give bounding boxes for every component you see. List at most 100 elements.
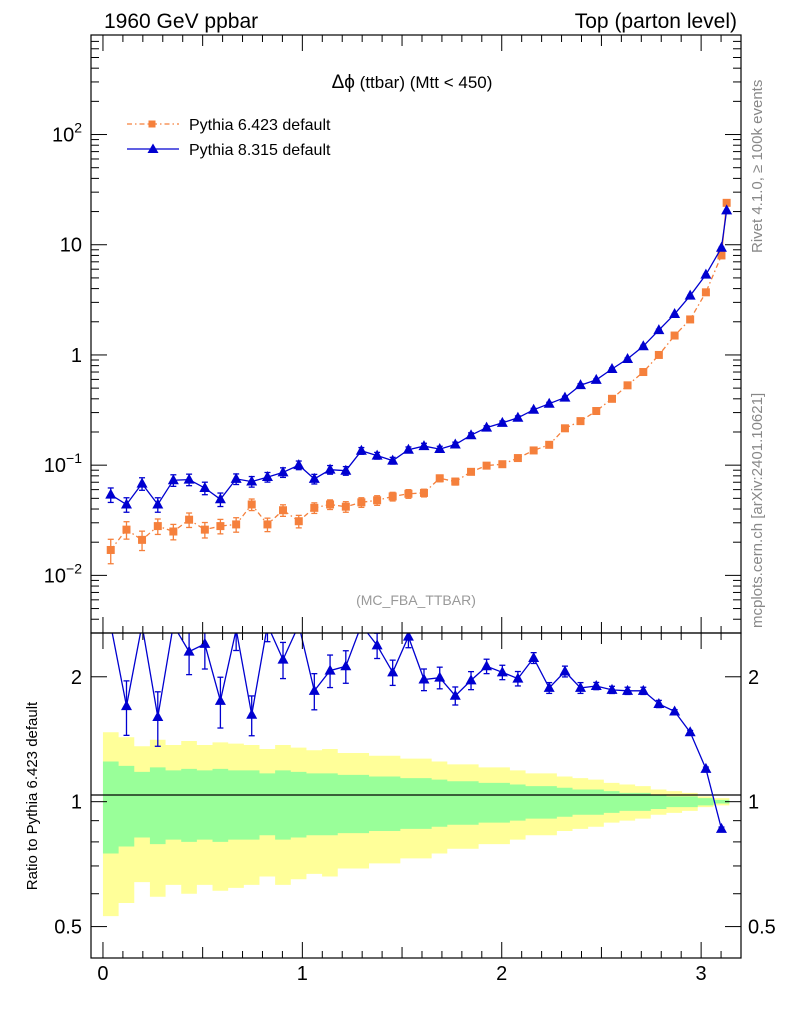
ratio-y-tick-label-left: 1 [71,792,82,814]
x-tick-label: 1 [297,963,308,985]
data-point-pythia8 [606,683,618,694]
data-point-pythia8 [183,645,195,656]
data-point-pythia6 [138,535,147,544]
data-point-pythia8 [434,443,446,454]
data-point-pythia6 [279,506,288,515]
data-point-pythia6 [341,502,350,511]
ratio-frame [90,632,742,959]
data-point-pythia8 [512,411,524,422]
data-point-pythia6 [686,315,695,324]
data-point-pythia6 [326,500,335,509]
data-point-pythia6 [122,525,131,534]
data-point-pythia6 [529,446,538,455]
data-point-pythia8 [324,664,336,675]
x-tick-label: 2 [496,963,507,985]
ratio-uncertainty-band [102,732,730,917]
data-point-pythia8 [371,449,383,460]
data-point-pythia8 [700,762,712,773]
data-point-pythia6 [373,496,382,505]
data-point-pythia8 [606,362,618,373]
data-point-pythia8 [528,403,540,414]
data-point-pythia8 [120,700,132,711]
data-point-pythia6 [722,198,731,207]
data-point-pythia6 [592,407,601,416]
data-point-pythia8 [402,633,414,641]
data-point-pythia8 [590,680,602,691]
data-point-pythia6 [357,498,366,507]
data-point-pythia6 [435,474,444,483]
data-point-pythia8 [543,397,555,408]
data-point-pythia8 [512,672,524,683]
data-point-pythia8 [449,438,461,449]
data-point-pythia8 [715,822,727,833]
legend-marker-pythia6 [148,120,156,128]
data-point-pythia8 [340,464,352,475]
data-point-pythia8 [434,671,446,682]
data-point-pythia8 [637,340,649,351]
data-point-pythia8 [496,666,508,677]
header-process-label: Top (parton level) [575,10,737,33]
data-point-pythia8 [277,653,289,664]
legend-label-pythia6: Pythia 6.423 default [189,117,331,134]
data-point-pythia6 [263,520,272,529]
data-point-pythia6 [200,525,209,534]
data-point-pythia8 [418,440,430,451]
ratio-y-tick-label-left: 2 [71,667,82,689]
data-point-pythia6 [545,440,554,449]
data-point-pythia8 [340,660,352,671]
ratio-y-tick-label-right: 0.5 [748,917,776,939]
series-line-tail [720,210,728,248]
data-point-pythia8 [152,710,164,721]
data-point-pythia8 [465,674,477,685]
y-tick-label: 10−2 [44,560,82,587]
data-point-pythia8 [246,475,258,486]
ratio-y-tick-label-left: 0.5 [54,917,82,939]
data-point-pythia8 [669,705,681,716]
data-point-pythia8 [528,651,540,662]
data-point-pythia6 [216,522,225,531]
ratio-y-tick-label-right: 1 [748,792,759,814]
plot-title: Δϕ (ttbar) (Mtt < 450) [332,72,493,93]
data-point-pythia8 [721,204,733,215]
data-point-pythia6 [717,251,726,260]
data-point-pythia6 [623,381,632,390]
data-point-pythia8 [120,498,132,509]
legend-label-pythia8: Pythia 8.315 default [189,142,331,159]
data-point-pythia6 [294,517,303,526]
data-point-pythia6 [247,500,256,509]
ratio-band-green [102,761,730,854]
x-tick-label: 0 [97,963,108,985]
data-point-pythia6 [701,288,710,297]
main-panel: 10−2 10−1 1 10 102 Δϕ (ttbar) (Mtt < 450) (M… [44,34,742,634]
data-point-pythia8 [481,660,493,671]
data-point-pythia8 [700,268,712,279]
data-point-pythia8 [481,421,493,432]
data-point-pythia8 [246,708,258,719]
y-tick-label: 102 [52,120,82,147]
plot-title-symbol: Δϕ [332,72,355,93]
data-point-pythia8 [183,473,195,484]
data-point-pythia8 [715,241,727,252]
data-point-pythia8 [418,673,430,684]
main-axis-ticks: 10−2 10−1 1 10 102 [44,34,742,634]
data-point-pythia8 [230,472,242,483]
data-point-pythia8 [324,463,336,474]
y-tick-label: 1 [71,345,82,367]
header-energy-label: 1960 GeV ppbar [104,10,258,33]
data-point-pythia8 [574,379,586,390]
data-point-pythia8 [496,416,508,427]
data-point-pythia6 [388,492,397,501]
ratio-y-axis-label: Ratio to Pythia 6.423 default [24,701,41,890]
data-point-pythia8 [308,684,320,695]
series-line-pythia6 [110,255,723,551]
data-point-pythia8 [199,482,211,493]
data-point-pythia6 [232,520,241,529]
data-point-pythia8 [622,352,634,363]
x-tick-label: 3 [696,963,707,985]
legend: Pythia 6.423 default Pythia 8.315 defaul… [127,117,331,159]
data-point-pythia8 [293,459,305,470]
data-point-pythia8 [277,466,289,477]
ratio-series-line [111,633,723,830]
data-point-pythia6 [560,424,569,433]
